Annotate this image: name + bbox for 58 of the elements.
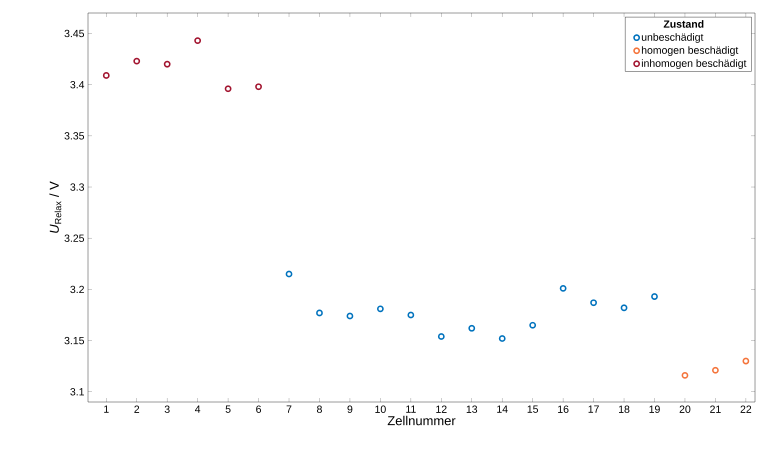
x-tick-label: 8 <box>317 406 322 413</box>
y-tick-label: 3.1 <box>70 388 84 396</box>
x-tick-label: 11 <box>406 406 416 413</box>
point <box>316 310 323 316</box>
y-axis-title: U$_{Relax}$ / V <box>49 181 62 233</box>
x-tick-label: 9 <box>348 406 352 413</box>
point <box>346 312 354 320</box>
x-tick-label: 15 <box>528 406 538 413</box>
x-tick-label: 10 <box>375 406 386 413</box>
point <box>194 37 202 44</box>
x-tick-label: 2 <box>134 406 140 413</box>
point <box>376 305 384 312</box>
x-tick-label: 18 <box>619 406 630 413</box>
point <box>620 304 628 312</box>
point <box>255 83 262 90</box>
y-tick-label: 3.4 <box>70 80 84 88</box>
point <box>742 358 750 364</box>
y-tick-label: 3.2 <box>70 286 84 294</box>
point <box>712 366 719 374</box>
point <box>468 324 476 332</box>
x-tick-label: 20 <box>680 406 690 413</box>
x-tick-label: 16 <box>558 406 568 413</box>
point <box>529 322 536 329</box>
y-tick-label: 3.15 <box>64 336 84 344</box>
point <box>224 85 232 92</box>
y-tick-label: 3.3 <box>70 183 84 191</box>
point <box>438 333 445 340</box>
point <box>590 299 597 306</box>
x-tick-label: 19 <box>649 406 660 413</box>
legend-title: Zustand <box>664 20 704 28</box>
x-tick-label: 17 <box>588 406 599 413</box>
x-tick-label: 21 <box>710 406 721 413</box>
x-tick-label: 6 <box>256 406 262 413</box>
x-tick-label: 12 <box>436 406 447 413</box>
point <box>286 270 292 278</box>
legend-label: homogen beschädigt <box>642 46 738 56</box>
x-tick-label: 3 <box>164 406 170 413</box>
legend-label: inhomogen beschädigt <box>642 59 746 70</box>
x-tick-label: 7 <box>286 406 292 413</box>
point <box>407 312 414 318</box>
x-tick-label: 4 <box>194 406 200 413</box>
point <box>682 372 688 379</box>
point <box>498 335 506 342</box>
x-axis-title: Zellnummer <box>388 416 456 426</box>
y-tick-label: 3.45 <box>64 30 84 38</box>
point <box>102 72 110 79</box>
x-tick-label: 13 <box>466 406 478 413</box>
point <box>133 58 140 65</box>
point <box>651 293 658 300</box>
x-tick-label: 14 <box>497 406 508 413</box>
x-tick-label: 1 <box>104 406 109 413</box>
x-tick-label: 5 <box>226 406 231 413</box>
point <box>164 60 171 68</box>
legend-label: unbeschädigt <box>642 33 704 43</box>
y-tick-label: 3.25 <box>64 234 84 242</box>
x-tick-label: 22 <box>740 406 752 413</box>
y-tick-label: 3.35 <box>64 132 84 140</box>
point <box>560 284 567 292</box>
